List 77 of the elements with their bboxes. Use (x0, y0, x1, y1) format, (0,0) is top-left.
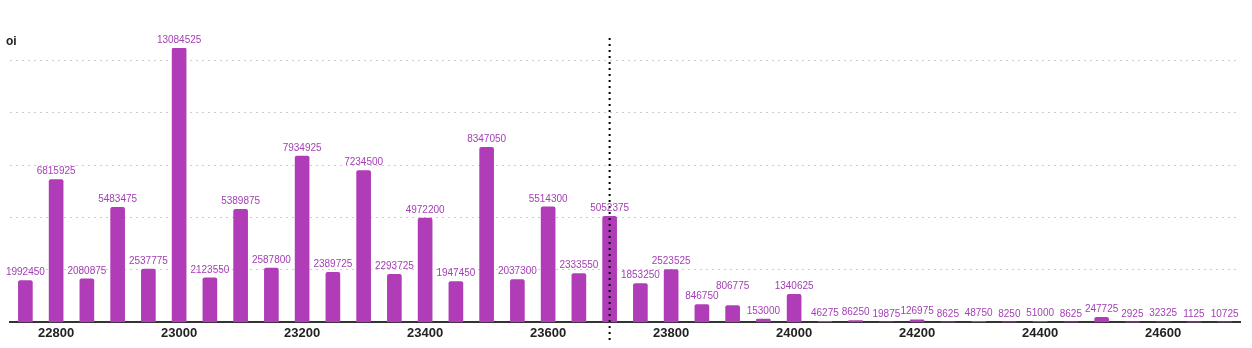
bar (294, 155, 310, 323)
bar (694, 304, 710, 323)
data-label: 7934925 (282, 141, 323, 153)
bar (663, 269, 679, 323)
bar (417, 217, 433, 323)
bar (602, 216, 617, 323)
x-tick-label: 24000 (776, 324, 813, 340)
bar (325, 271, 341, 323)
x-tick-label: 23200 (284, 324, 321, 340)
x-tick-label: 23600 (530, 324, 567, 340)
bar (356, 170, 371, 323)
data-label: 1992450 (5, 266, 46, 278)
data-label: 5052375 (590, 202, 630, 214)
data-label: 2389725 (313, 258, 353, 270)
bar (233, 209, 248, 323)
data-label: 86250 (841, 306, 870, 318)
data-label: 10725 (1210, 307, 1239, 319)
data-label: 5483475 (98, 193, 138, 205)
data-label: 2333550 (559, 259, 599, 271)
data-label: 1853250 (620, 269, 661, 281)
x-tick-label: 24400 (1022, 324, 1059, 340)
bar (141, 268, 156, 323)
bar (171, 48, 187, 323)
x-tick-label: 23400 (407, 324, 444, 340)
data-label: 19875 (872, 307, 901, 319)
data-label: 247725 (1084, 302, 1119, 314)
y-axis-title: oi (6, 34, 17, 49)
data-label: 8625 (1059, 307, 1083, 319)
data-label: 1947450 (436, 267, 476, 279)
bar (110, 207, 125, 323)
bar (448, 281, 464, 323)
data-label: 7234500 (344, 156, 384, 168)
data-label: 806775 (715, 280, 750, 292)
bar (510, 279, 525, 323)
data-label: 48750 (964, 307, 993, 319)
data-label: 2537775 (128, 254, 169, 266)
data-label: 46275 (810, 307, 840, 319)
data-label: 1125 (1183, 308, 1206, 320)
data-label: 2123550 (190, 263, 230, 275)
data-label: 2523525 (651, 255, 692, 267)
bar (79, 278, 95, 323)
data-label: 2037300 (497, 265, 538, 277)
x-tick-label: 24200 (899, 324, 936, 340)
data-label: 51000 (1026, 307, 1055, 319)
data-label: 153000 (746, 304, 781, 316)
x-tick-label: 23000 (161, 324, 198, 340)
bar (202, 277, 218, 323)
data-label: 5514300 (528, 192, 569, 204)
data-label: 8347050 (467, 133, 507, 145)
data-label: 5389875 (221, 195, 261, 207)
bar (540, 206, 556, 323)
bar (786, 293, 802, 323)
data-label: 13084525 (156, 33, 202, 45)
bar (18, 280, 33, 323)
data-label: 8250 (998, 307, 1021, 319)
bar (48, 179, 64, 323)
x-tick-label: 22800 (38, 324, 75, 340)
bar (571, 273, 587, 323)
data-label: 2293725 (374, 260, 415, 272)
bar (633, 283, 648, 323)
data-label: 2587800 (251, 253, 292, 265)
x-tick-label: 24600 (1145, 324, 1182, 340)
bar (479, 147, 494, 323)
x-tick-label: 23800 (653, 324, 690, 340)
bar (264, 267, 279, 323)
data-label: 846750 (685, 290, 719, 302)
data-label: 4972200 (405, 203, 446, 215)
bar (387, 273, 402, 323)
data-label: 6815925 (36, 165, 77, 177)
data-label: 2925 (1121, 308, 1144, 320)
bar (1094, 316, 1109, 323)
data-label: 8625 (936, 307, 960, 319)
data-label: 2080875 (67, 264, 107, 276)
data-label: 126975 (900, 305, 935, 317)
bar (725, 305, 740, 323)
data-label: 1340625 (774, 280, 815, 292)
data-label: 32325 (1149, 307, 1178, 319)
